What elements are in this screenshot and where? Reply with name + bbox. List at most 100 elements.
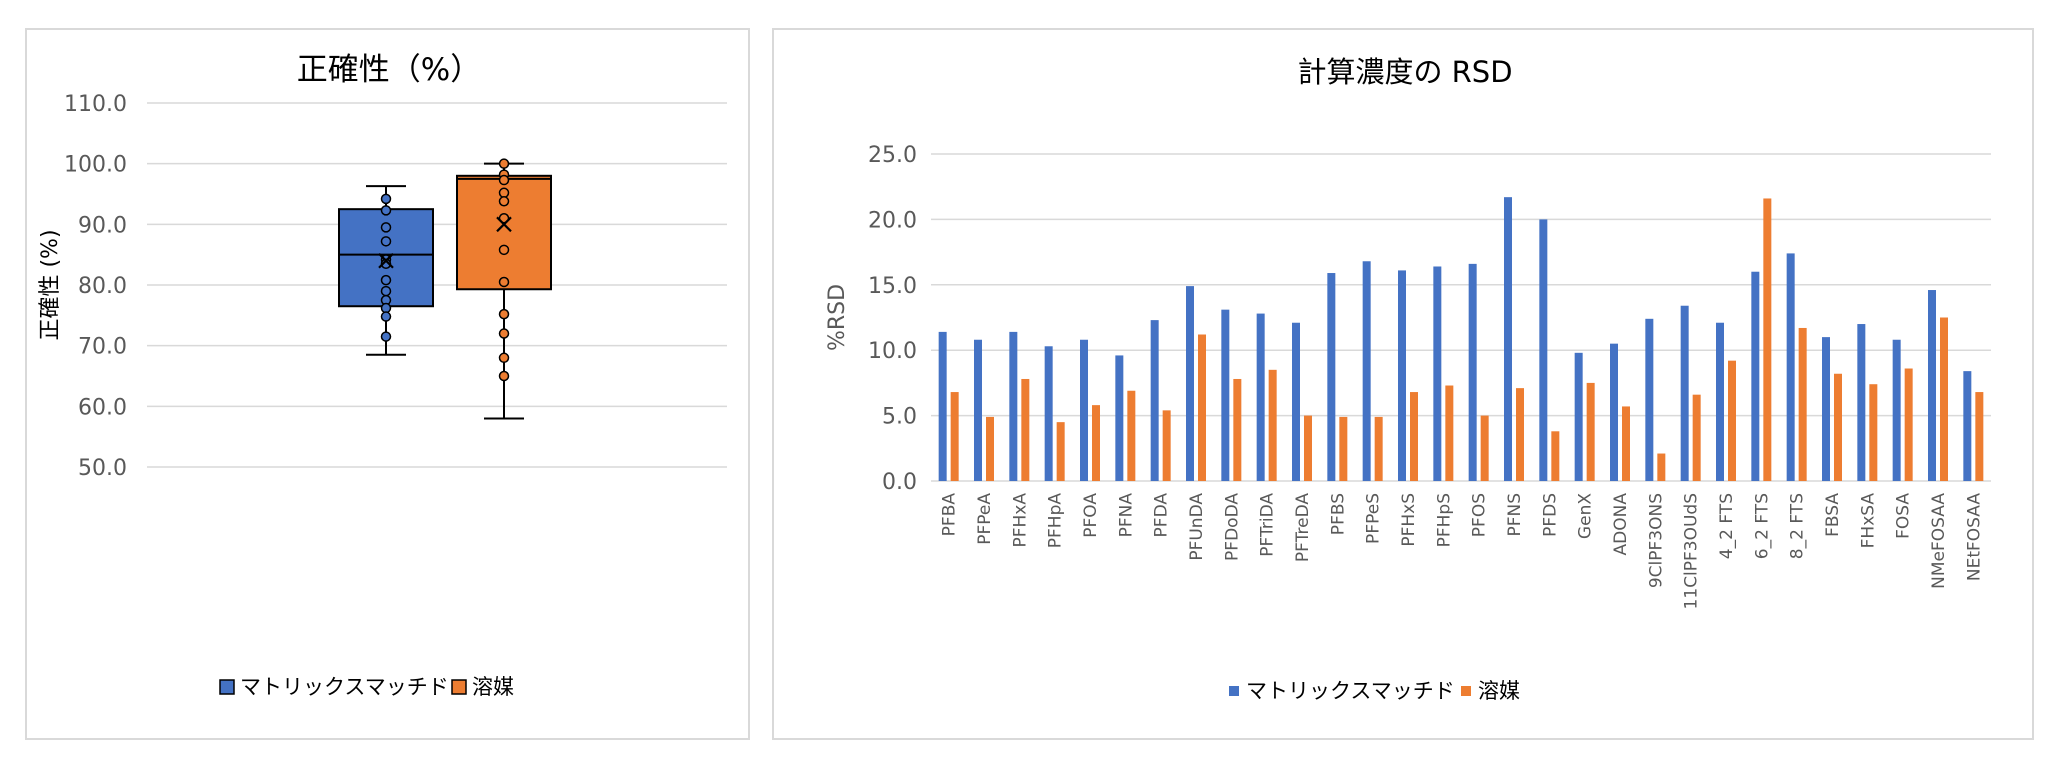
- x-tick-label: PFHpS: [1434, 493, 1454, 547]
- x-tick-label: PFBS: [1328, 493, 1348, 535]
- bar-matrix: [1716, 322, 1724, 481]
- bar-matrix: [1256, 313, 1265, 481]
- bar-solvent: [1198, 334, 1206, 481]
- accuracy-chart-panel: 正確性（%） 50.0 60.0 70.0 80.0 90.0 100.0 110.0 正確性 …: [25, 28, 750, 740]
- data-point: [498, 158, 510, 169]
- y-tick-label: 70.0: [78, 335, 127, 360]
- y-tick-label: 15.0: [868, 274, 917, 299]
- x-tick-label: PFPeA: [975, 493, 995, 545]
- x-tick-label: FOSA: [1894, 493, 1914, 539]
- bar-solvent: [1339, 416, 1348, 481]
- bar-matrix: [1221, 309, 1230, 481]
- bar-solvent: [1410, 392, 1418, 481]
- bar-matrix: [938, 331, 947, 481]
- x-tick-label: 9ClPF3ONS: [1646, 493, 1666, 588]
- bar-matrix: [1327, 273, 1336, 481]
- bar-matrix: [974, 339, 982, 481]
- bar-matrix: [1398, 270, 1406, 481]
- y-tick-label: 100.0: [64, 153, 127, 178]
- data-point: [498, 328, 510, 339]
- bar-matrix: [1044, 346, 1053, 481]
- accuracy-box-plot: 正確性（%） 50.0 60.0 70.0 80.0 90.0 100.0 110.0 正確性 …: [38, 52, 727, 699]
- y-tick-label: 20.0: [868, 208, 917, 233]
- data-point: [498, 352, 510, 364]
- data-point: [380, 193, 392, 205]
- legend-swatch: [1461, 686, 1471, 696]
- legend-label: 溶媒: [1478, 679, 1520, 703]
- x-tick-label: NMeFOSAA: [1929, 493, 1949, 589]
- data-point: [380, 205, 392, 216]
- x-tick-label: 8_2 FTS: [1788, 493, 1808, 559]
- bar-solvent: [1798, 327, 1807, 481]
- bar-matrix: [1080, 339, 1088, 481]
- bar-matrix: [1963, 371, 1972, 481]
- bar-matrix: [1362, 261, 1371, 481]
- y-axis-title: %RSD: [825, 284, 850, 351]
- bar-matrix: [1009, 331, 1018, 481]
- bar-solvent: [1834, 373, 1842, 481]
- legend-label: マトリックスマッチド: [240, 675, 449, 699]
- bar-solvent: [1445, 385, 1454, 481]
- data-point: [498, 244, 510, 256]
- bar-solvent: [1728, 360, 1736, 481]
- bar-solvent: [1127, 390, 1136, 481]
- bar-solvent: [1021, 378, 1030, 481]
- x-tick-label: PFHpA: [1046, 493, 1066, 549]
- bar-matrix: [1822, 337, 1830, 481]
- data-point: [498, 370, 510, 382]
- x-tick-label: PFTreDA: [1293, 493, 1313, 562]
- y-tick-label: 110.0: [64, 92, 127, 117]
- data-point: [380, 236, 392, 247]
- x-tick-label: PFDA: [1152, 493, 1172, 538]
- rsd-bar-chart: 計算濃度の RSD 0.0 5.0 10.0 15.0 20.0 25.0 %RSD PFBA P…: [825, 55, 1991, 703]
- x-tick-label: PFPeS: [1364, 493, 1384, 544]
- x-tick-label: PFNA: [1116, 493, 1136, 538]
- data-point: [380, 302, 392, 314]
- legend-label: マトリックスマッチド: [1246, 679, 1455, 703]
- chart-title: 正確性（%）: [297, 52, 481, 88]
- bar-solvent: [1975, 392, 1984, 481]
- bar-matrix: [1645, 318, 1654, 481]
- bar-solvent: [1692, 394, 1701, 481]
- bar-matrix: [1751, 271, 1760, 481]
- bar-matrix: [1928, 290, 1936, 481]
- bar-matrix: [1504, 197, 1512, 481]
- bar-solvent: [1940, 317, 1948, 481]
- bar-solvent: [1162, 410, 1171, 481]
- bar-matrix: [1468, 263, 1477, 481]
- chart-title: 計算濃度の RSD: [1297, 55, 1512, 89]
- mean-marker: [496, 216, 512, 233]
- bar-matrix: [1150, 320, 1159, 481]
- bar-matrix: [1539, 219, 1548, 481]
- x-tick-label: GenX: [1576, 493, 1596, 539]
- bar-solvent: [1869, 384, 1878, 481]
- x-tick-label: 11ClPF3OUdS: [1682, 493, 1702, 609]
- x-tick-label: PFDoDA: [1222, 493, 1242, 561]
- x-tick-label: PFNS: [1505, 493, 1525, 537]
- rsd-chart-panel: 計算濃度の RSD 0.0 5.0 10.0 15.0 20.0 25.0 %RSD PFBA P…: [772, 28, 2034, 740]
- x-tick-label: NEtFOSAA: [1964, 493, 1984, 581]
- data-point: [498, 187, 510, 199]
- data-point: [380, 274, 392, 286]
- y-tick-label: 80.0: [78, 274, 127, 299]
- data-point: [380, 331, 392, 342]
- y-tick-label: 0.0: [882, 470, 917, 495]
- bar-matrix: [1186, 286, 1194, 481]
- x-tick-label: PFBA: [940, 493, 960, 537]
- bar-solvent: [1516, 388, 1524, 481]
- y-tick-label: 10.0: [868, 339, 917, 364]
- bar-solvent: [986, 416, 994, 481]
- data-point: [498, 308, 510, 320]
- bar-solvent: [1056, 422, 1065, 481]
- x-tick-label: FBSA: [1823, 493, 1843, 537]
- bar-solvent: [1551, 431, 1560, 481]
- data-point: [498, 196, 510, 207]
- y-tick-label: 5.0: [882, 405, 917, 430]
- bar-solvent: [1480, 415, 1489, 481]
- x-tick-label: 6_2 FTS: [1752, 493, 1772, 559]
- data-point: [380, 222, 392, 233]
- bar-solvent: [1092, 405, 1100, 481]
- bar-solvent: [1763, 198, 1772, 482]
- bar-matrix: [1292, 322, 1300, 481]
- legend-swatch: [1229, 686, 1239, 696]
